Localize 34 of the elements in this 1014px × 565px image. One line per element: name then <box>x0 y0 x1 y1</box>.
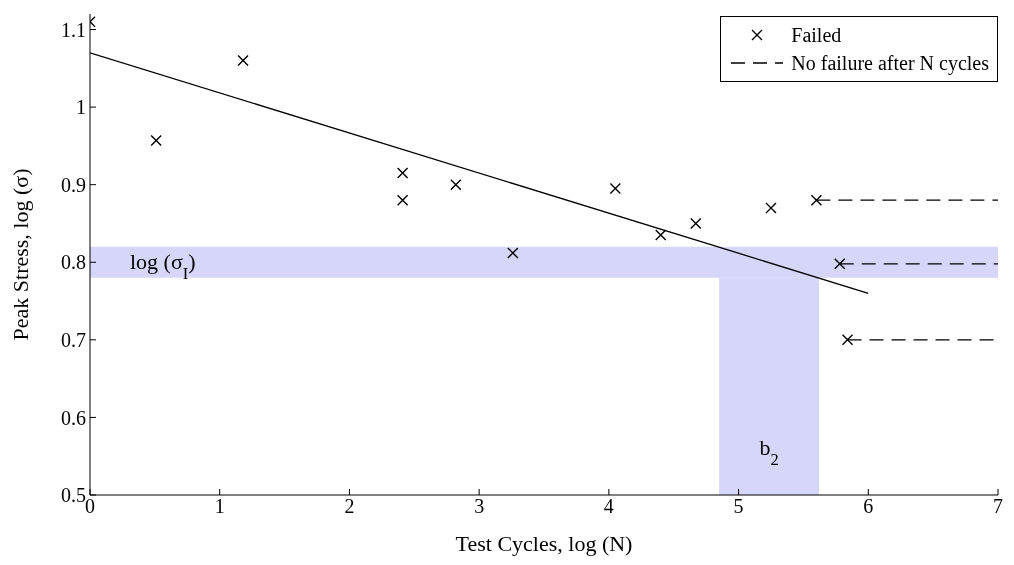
band-label: b$_{2}$ <box>759 435 779 469</box>
point <box>507 247 519 259</box>
y-axis-title: Peak Stress, log (σ) <box>7 168 33 341</box>
y-tick-label: 0.7 <box>61 328 86 351</box>
point <box>690 217 702 230</box>
y-tick-label: 1 <box>76 96 86 119</box>
x-tick-label: 2 <box>344 495 355 518</box>
point <box>655 229 667 241</box>
x-tick-label: 5 <box>733 495 744 518</box>
point <box>396 167 409 179</box>
y-tick-label: 0.5 <box>61 484 86 507</box>
band-label: log (σ$_{I}$) <box>130 249 196 283</box>
x-tick-label: 0 <box>85 495 95 518</box>
x-tick-label: 6 <box>863 495 874 518</box>
legend-label: Failed <box>791 23 842 48</box>
legend-label: No failure after N cycles <box>791 51 989 77</box>
x-axis-title: Test Cycles, log (N) <box>455 531 633 556</box>
x-tick-label: 1 <box>214 495 225 518</box>
x-tick-label: 7 <box>993 495 1003 518</box>
point <box>150 134 162 147</box>
point <box>237 54 249 67</box>
point <box>396 194 409 206</box>
point <box>841 334 854 346</box>
point <box>810 194 823 206</box>
point <box>609 182 622 195</box>
point <box>450 178 462 191</box>
y-tick-label: 0.8 <box>61 251 86 274</box>
x-tick-label: 4 <box>603 495 614 518</box>
point <box>765 202 777 214</box>
y-tick-label: 1.1 <box>61 18 86 41</box>
point <box>834 258 846 270</box>
y-tick-label: 0.6 <box>61 406 86 429</box>
x-tick-label: 3 <box>474 495 485 518</box>
y-tick-label: 0.9 <box>61 173 86 196</box>
